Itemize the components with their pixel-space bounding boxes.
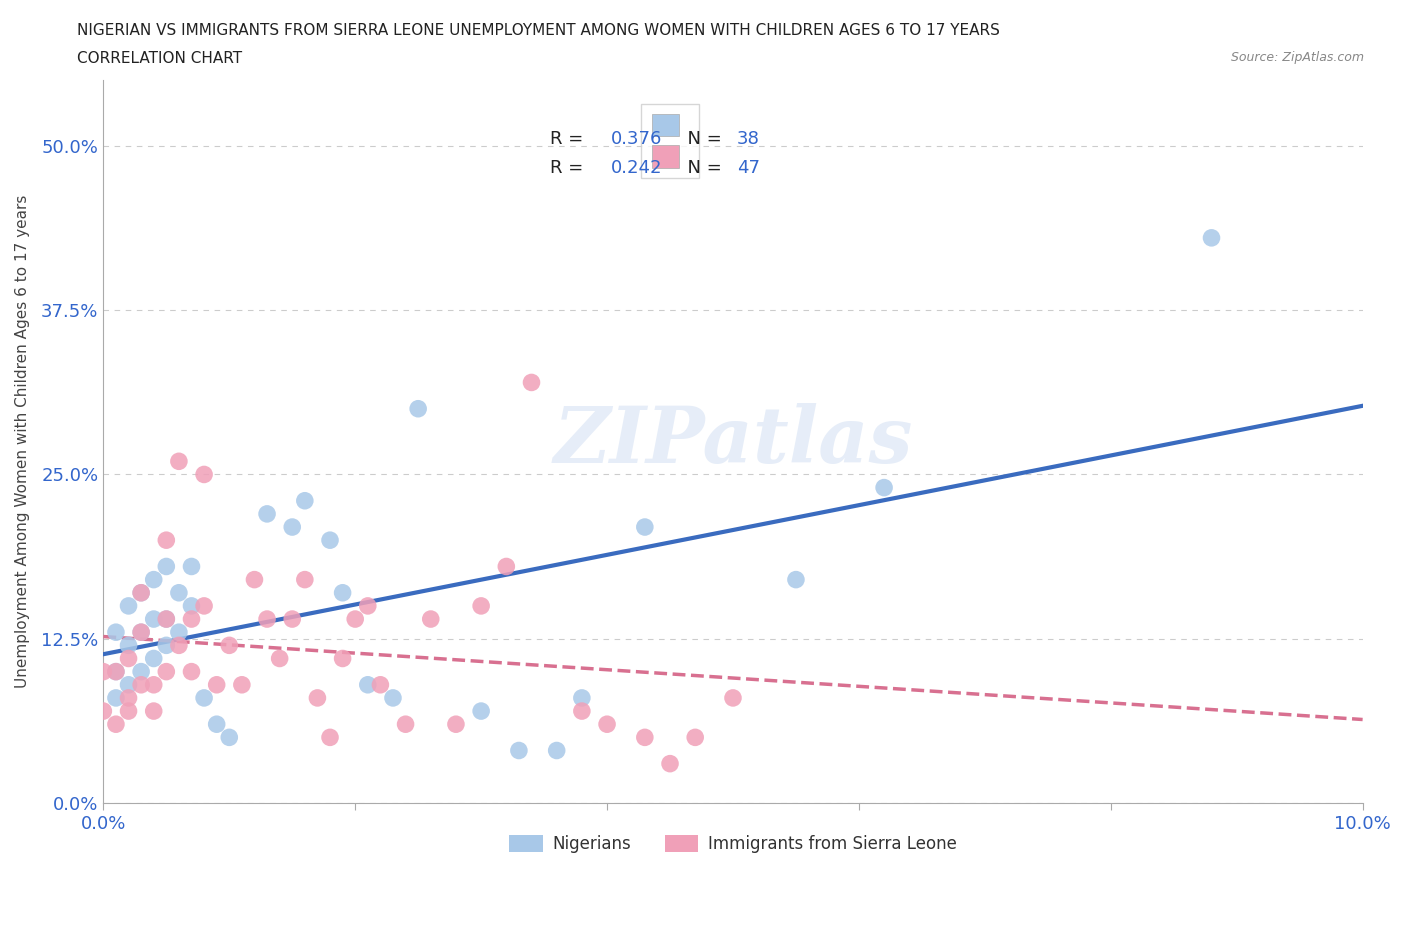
Point (117, 690, 139, 705)
Point (155, 559, 177, 574)
Text: Source: ZipAtlas.com: Source: ZipAtlas.com (1230, 51, 1364, 64)
Text: ZIPatlas: ZIPatlas (554, 404, 912, 480)
Point (419, 612, 441, 627)
Point (93, 664, 115, 679)
Point (167, 638, 190, 653)
Point (193, 467, 215, 482)
Point (117, 704, 139, 719)
Point (142, 572, 165, 587)
Point (117, 651, 139, 666)
Point (104, 717, 127, 732)
Point (117, 599, 139, 614)
Point (571, 704, 593, 719)
Point (319, 730, 342, 745)
Point (104, 664, 127, 679)
Point (180, 599, 202, 614)
Point (444, 717, 467, 732)
Point (205, 717, 228, 732)
Point (357, 677, 380, 692)
Point (281, 520, 304, 535)
Point (357, 599, 380, 614)
Point (129, 677, 152, 692)
Point (104, 625, 127, 640)
Text: R =: R = (550, 159, 589, 178)
Point (129, 585, 152, 600)
Point (142, 612, 165, 627)
Point (155, 533, 177, 548)
Text: CORRELATION CHART: CORRELATION CHART (77, 51, 242, 66)
Point (294, 493, 316, 508)
Point (155, 612, 177, 627)
Point (332, 585, 354, 600)
Point (721, 690, 744, 705)
Text: N =: N = (676, 130, 728, 149)
Text: 0.242: 0.242 (610, 159, 662, 178)
Point (155, 664, 177, 679)
Point (256, 507, 278, 522)
Point (193, 599, 215, 614)
Point (231, 677, 253, 692)
Point (193, 690, 215, 705)
Point (596, 717, 619, 732)
Point (104, 690, 127, 705)
Point (873, 480, 896, 495)
Point (1201, 231, 1223, 246)
Point (117, 638, 139, 653)
Point (142, 677, 165, 692)
Point (785, 572, 807, 587)
Point (470, 704, 492, 719)
Point (319, 533, 342, 548)
Point (218, 730, 240, 745)
Point (104, 664, 127, 679)
Point (142, 704, 165, 719)
Point (155, 612, 177, 627)
Point (155, 638, 177, 653)
Point (344, 612, 367, 627)
Point (370, 677, 392, 692)
Point (167, 454, 190, 469)
Text: N =: N = (676, 159, 728, 178)
Point (129, 625, 152, 640)
Legend: Nigerians, Immigrants from Sierra Leone: Nigerians, Immigrants from Sierra Leone (502, 829, 963, 860)
Point (495, 559, 517, 574)
Point (167, 625, 190, 640)
Point (382, 690, 405, 705)
Point (508, 743, 530, 758)
Point (167, 585, 190, 600)
Point (142, 651, 165, 666)
Point (307, 690, 329, 705)
Point (129, 664, 152, 679)
Point (571, 690, 593, 705)
Point (332, 651, 354, 666)
Point (281, 612, 304, 627)
Text: 38: 38 (737, 130, 759, 149)
Text: 0.376: 0.376 (610, 130, 662, 149)
Point (520, 375, 543, 390)
Point (470, 599, 492, 614)
Point (180, 664, 202, 679)
Text: R =: R = (550, 130, 589, 149)
Y-axis label: Unemployment Among Women with Children Ages 6 to 17 years: Unemployment Among Women with Children A… (15, 195, 30, 688)
Point (394, 717, 416, 732)
Point (129, 625, 152, 640)
Point (269, 651, 291, 666)
Point (218, 638, 240, 653)
Point (93, 704, 115, 719)
Point (129, 585, 152, 600)
Text: NIGERIAN VS IMMIGRANTS FROM SIERRA LEONE UNEMPLOYMENT AMONG WOMEN WITH CHILDREN : NIGERIAN VS IMMIGRANTS FROM SIERRA LEONE… (77, 23, 1000, 38)
Point (634, 520, 657, 535)
Point (546, 743, 568, 758)
Text: 47: 47 (737, 159, 759, 178)
Point (180, 612, 202, 627)
Point (683, 730, 706, 745)
Point (205, 677, 228, 692)
Point (634, 730, 657, 745)
Point (180, 559, 202, 574)
Point (659, 756, 682, 771)
Point (406, 401, 429, 416)
Point (117, 677, 139, 692)
Point (294, 572, 316, 587)
Point (243, 572, 266, 587)
Point (256, 612, 278, 627)
